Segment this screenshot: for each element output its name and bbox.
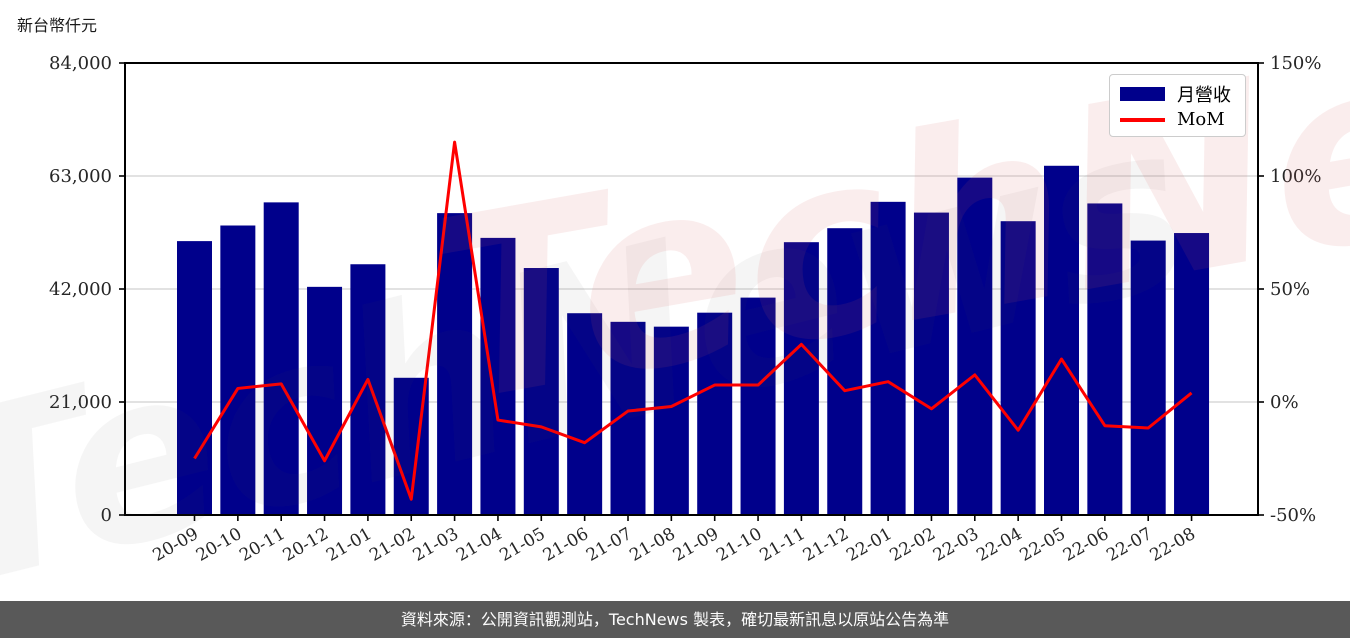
- legend-line-swatch: [1120, 117, 1165, 122]
- bar-22-06: [1087, 203, 1123, 515]
- right-tick-label: -50%: [1270, 505, 1316, 526]
- legend-bar-label: 月營收: [1177, 85, 1231, 106]
- bar-21-11: [783, 242, 819, 515]
- x-tick-label-21-04: 21-04: [453, 524, 505, 566]
- mom-line: [193, 140, 1193, 501]
- bar-20-11: [263, 202, 299, 515]
- left-tick-label: 21,000: [49, 392, 112, 413]
- bar-21-04: [480, 237, 516, 515]
- x-tick-label-22-02: 22-02: [887, 524, 939, 566]
- x-tick-label-22-08: 22-08: [1147, 524, 1199, 566]
- x-tick-label-21-10: 21-10: [713, 524, 765, 566]
- bar-21-10: [740, 297, 776, 515]
- x-tick-label-21-02: 21-02: [366, 524, 418, 566]
- bar-21-08: [653, 326, 689, 515]
- source-footer: 資料來源：公開資訊觀測站，TechNews 製表，確切最新訊息以原站公告為準: [0, 601, 1350, 638]
- x-tick-label-22-03: 22-03: [930, 524, 982, 566]
- bar-20-10: [220, 225, 256, 515]
- left-tick-label: 42,000: [49, 279, 112, 300]
- left-tick-label: 0: [101, 505, 112, 526]
- left-tick-label: 63,000: [49, 166, 112, 187]
- right-tick-label: 50%: [1270, 279, 1310, 300]
- x-tick-label-21-01: 21-01: [323, 524, 375, 566]
- x-tick-label-21-08: 21-08: [626, 524, 678, 566]
- left-axis-unit-label: 新台幣仟元: [17, 16, 98, 35]
- x-tick-label-21-03: 21-03: [410, 524, 462, 566]
- bar-21-12: [827, 228, 863, 515]
- x-tick-label-20-12: 20-12: [280, 524, 332, 566]
- right-tick-label: 150%: [1270, 53, 1321, 74]
- bar-22-02: [913, 212, 949, 516]
- legend-bar-swatch: [1120, 87, 1165, 101]
- x-tick-label-20-10: 20-10: [193, 524, 245, 566]
- bar-22-01: [870, 201, 906, 516]
- x-tick-label-22-06: 22-06: [1060, 524, 1112, 566]
- legend-line-label: MoM: [1177, 109, 1225, 130]
- monthly-revenue-mom-chart: 84,000 63,000 42,000 21,000 0 150% 100% 50% 0% -5…: [49, 53, 1321, 566]
- right-tick-label: 0%: [1270, 392, 1299, 413]
- bar-21-05: [523, 268, 559, 515]
- x-tick-label-22-04: 22-04: [973, 524, 1025, 566]
- bar-22-07: [1130, 240, 1166, 516]
- x-tick-label-21-05: 21-05: [496, 524, 548, 566]
- x-tick-label-21-12: 21-12: [800, 524, 852, 566]
- left-tick-label: 84,000: [49, 53, 112, 74]
- x-tick-label-21-11: 21-11: [756, 524, 808, 566]
- bar-21-01: [350, 264, 386, 515]
- bar-22-08: [1174, 233, 1210, 516]
- legend-item-mom: MoM: [1120, 109, 1235, 130]
- bar-22-05: [1044, 165, 1079, 515]
- bar-22-04: [1000, 221, 1036, 515]
- x-tick-label-21-07: 21-07: [583, 524, 635, 566]
- bar-22-03: [957, 177, 993, 515]
- x-tick-label-22-01: 22-01: [843, 524, 895, 566]
- bar-20-12: [307, 286, 343, 515]
- bar-21-06: [567, 313, 603, 515]
- x-tick-label-20-11: 20-11: [236, 524, 288, 566]
- x-tick-label-22-05: 22-05: [1017, 524, 1069, 566]
- right-tick-label: 100%: [1270, 166, 1321, 187]
- x-tick-label-21-09: 21-09: [670, 524, 722, 566]
- x-tick-label-22-07: 22-07: [1103, 524, 1155, 566]
- legend-item-revenue: 月營收: [1120, 81, 1235, 107]
- legend: 月營收 MoM: [1109, 74, 1246, 137]
- x-tick-label-21-06: 21-06: [540, 524, 592, 566]
- x-tick-label-20-09: 20-09: [150, 524, 202, 566]
- bar-21-09: [697, 312, 733, 515]
- bar-20-09: [177, 241, 212, 515]
- bar-21-03: [437, 213, 473, 515]
